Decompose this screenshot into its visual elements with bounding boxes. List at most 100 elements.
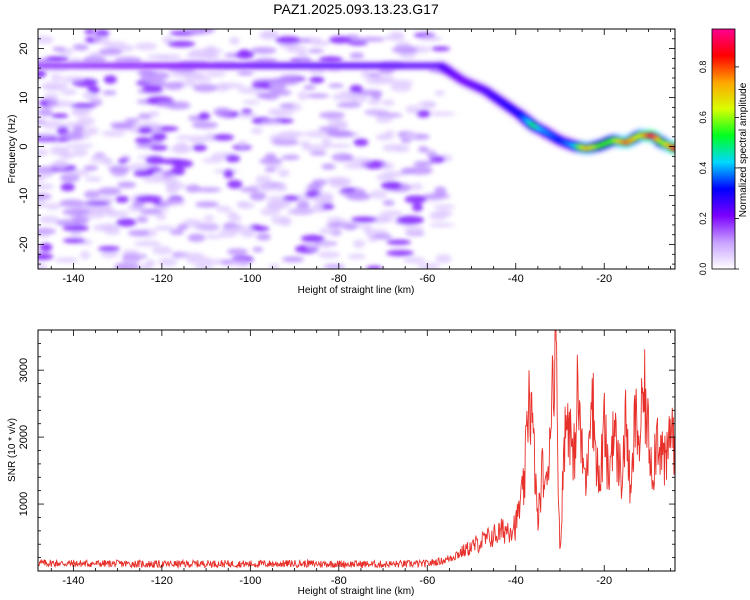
noise-blob bbox=[342, 223, 358, 231]
noise-blob bbox=[311, 179, 327, 186]
noise-blob bbox=[93, 35, 110, 44]
colorbar-tick-label: 0.8 bbox=[698, 61, 708, 74]
noise-blob bbox=[274, 76, 301, 86]
noise-blob bbox=[250, 47, 277, 54]
noise-blob bbox=[375, 114, 393, 124]
noise-blob bbox=[54, 159, 67, 168]
noise-blob bbox=[366, 265, 383, 269]
noise-blob bbox=[275, 36, 301, 44]
noise-blob bbox=[319, 111, 346, 119]
noise-blob bbox=[380, 134, 395, 140]
noise-blob bbox=[274, 184, 288, 192]
x-tick-label: -140 bbox=[62, 575, 84, 587]
noise-blob bbox=[321, 137, 332, 147]
colorbar: 0.0 0.2 0.4 0.6 0.8 Normalized spectral ampl… bbox=[698, 28, 749, 275]
noise-blob bbox=[69, 231, 82, 238]
noise-blob bbox=[237, 70, 254, 76]
x-tick-label: -140 bbox=[62, 273, 84, 285]
noise-blob bbox=[403, 256, 426, 264]
noise-blob bbox=[270, 89, 292, 96]
noise-blob bbox=[227, 179, 243, 189]
noise-blob bbox=[216, 82, 245, 89]
colorbar-tick-label: 0.2 bbox=[698, 212, 708, 225]
noise-blob bbox=[255, 175, 272, 184]
noise-blob bbox=[191, 121, 219, 129]
y-tick-label: 20 bbox=[18, 42, 30, 54]
noise-blob bbox=[139, 68, 153, 75]
noise-blob bbox=[268, 263, 280, 269]
noise-blob bbox=[403, 132, 418, 141]
ridge-core bbox=[38, 63, 675, 152]
noise-blob bbox=[38, 148, 49, 156]
noise-blob bbox=[71, 109, 89, 117]
noise-blob bbox=[170, 144, 193, 154]
noise-blob bbox=[148, 71, 170, 80]
noise-blob bbox=[196, 187, 222, 193]
ridge-cell bbox=[671, 145, 675, 152]
noise-blob bbox=[152, 173, 177, 182]
noise-blob bbox=[353, 239, 366, 249]
noise-blob bbox=[264, 153, 277, 160]
noise-blob bbox=[391, 45, 418, 54]
noise-blob bbox=[60, 131, 84, 141]
noise-blob bbox=[386, 79, 414, 86]
noise-blob bbox=[213, 107, 232, 117]
noise-blob bbox=[166, 185, 179, 195]
noise-blob bbox=[45, 203, 61, 210]
noise-blob bbox=[394, 144, 410, 153]
noise-blob bbox=[249, 191, 267, 201]
noise-blob bbox=[63, 238, 86, 244]
y-tick-label: 1000 bbox=[18, 492, 30, 516]
noise-blob bbox=[237, 140, 248, 148]
noise-blob bbox=[309, 67, 326, 74]
noise-blob bbox=[319, 56, 343, 64]
noise-blob bbox=[111, 123, 134, 130]
noise-blob bbox=[83, 201, 112, 206]
noise-blob bbox=[185, 184, 201, 193]
noise-blob bbox=[297, 91, 308, 101]
noise-blob bbox=[145, 155, 165, 165]
noise-blob bbox=[72, 44, 89, 51]
noise-blob bbox=[417, 101, 436, 107]
noise-blob bbox=[252, 246, 264, 253]
noise-blob bbox=[192, 83, 218, 93]
noise-blob bbox=[38, 200, 48, 208]
noise-blob bbox=[204, 234, 224, 240]
noise-blob bbox=[417, 262, 441, 269]
x-tick-label: -20 bbox=[596, 575, 612, 587]
noise-blob bbox=[277, 169, 290, 178]
noise-blob bbox=[225, 154, 241, 163]
x-tick-label: -120 bbox=[151, 273, 173, 285]
noise-blob bbox=[204, 132, 218, 142]
x-tick-label: -40 bbox=[508, 575, 524, 587]
noise-blob bbox=[60, 173, 80, 183]
noise-blob bbox=[336, 102, 362, 108]
noise-blob bbox=[40, 120, 64, 130]
noise-blob bbox=[70, 103, 97, 109]
noise-blob bbox=[300, 234, 325, 243]
noise-blob bbox=[381, 162, 395, 170]
noise-blob bbox=[39, 232, 50, 238]
noise-blob bbox=[382, 199, 395, 206]
y-tick-label: 0 bbox=[18, 143, 30, 149]
noise-blob bbox=[409, 183, 423, 191]
noise-blob bbox=[373, 233, 393, 240]
noise-blob bbox=[279, 103, 295, 109]
snr-x-label: Height of straight line (km) bbox=[298, 586, 415, 597]
noise-blob bbox=[204, 52, 220, 61]
noise-blob bbox=[321, 163, 336, 170]
snr-series-line bbox=[38, 330, 675, 570]
figure-title: PAZ1.2025.093.13.23.G17 bbox=[273, 1, 439, 17]
noise-blob bbox=[227, 225, 255, 234]
noise-blob bbox=[158, 158, 186, 165]
noise-blob bbox=[60, 183, 75, 192]
noise-blob bbox=[272, 134, 299, 140]
noise-blob bbox=[303, 130, 331, 138]
noise-blob bbox=[433, 204, 456, 210]
noise-blob bbox=[297, 51, 309, 61]
noise-blob bbox=[203, 215, 215, 222]
noise-blob bbox=[223, 169, 234, 179]
noise-blob bbox=[353, 138, 369, 147]
